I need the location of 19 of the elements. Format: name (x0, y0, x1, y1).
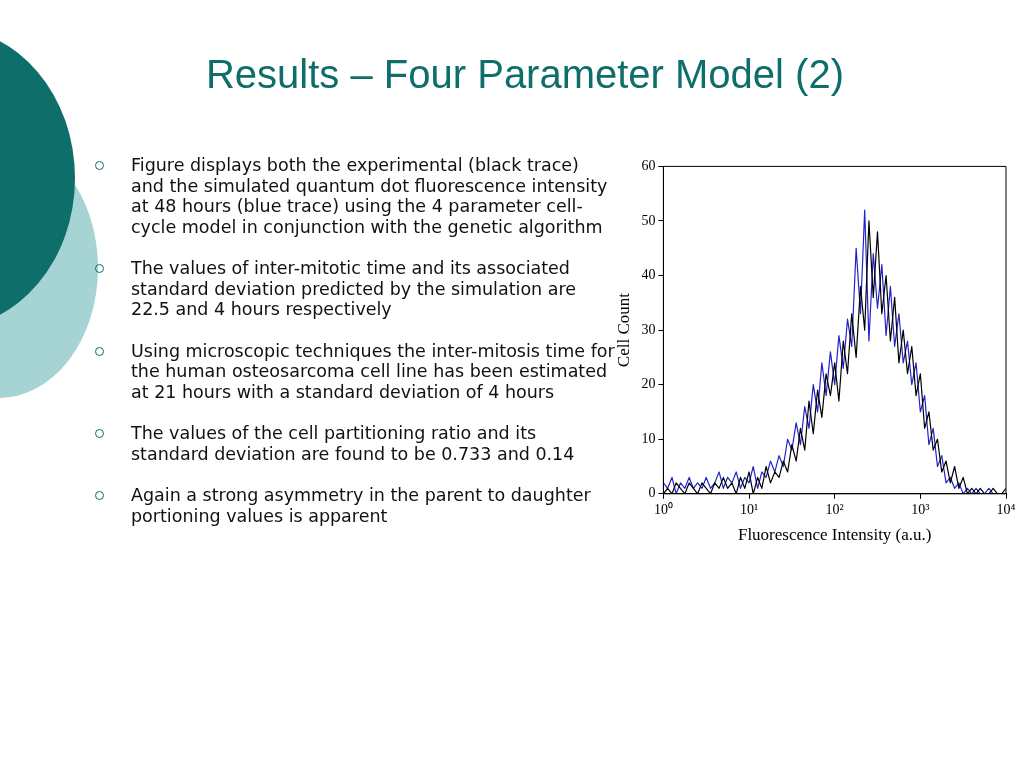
y-tick-label: 60 (641, 158, 656, 174)
y-tick-label: 40 (641, 267, 656, 283)
y-tick-label: 20 (641, 376, 656, 392)
y-tick-label: 30 (641, 321, 656, 337)
text: The values of inter-mitotic time and its associated standard deviation predicted by the simulation are 22.5 and 4 hours respectively (131, 258, 577, 319)
chart-title: Results – Four Parameter Model (2) (205, 52, 845, 97)
x-tick-label: 10⁴ (996, 501, 1016, 517)
x-tick-label: 10⁰ (653, 501, 673, 517)
x-tick-label: 10² (825, 501, 844, 517)
y-tick-label: 0 (648, 485, 656, 501)
text: Using microscopic techniques the inter-mitosis time for the human osteosarcoma cell line has been estimated at 21 hours with a standard deviation of 4 hours (131, 340, 615, 402)
text: The values of the cell partitioning ratio and its standard deviation are found to be 0.733 and 0.14 (131, 423, 575, 464)
y-tick-label: 50 (641, 212, 656, 228)
x-tick-label: 10¹ (739, 501, 759, 517)
x-tick-label: 10³ (911, 501, 930, 517)
x-axis-title: Fluorescence Intensity (a.u.) (737, 525, 932, 545)
text: Figure displays both the experimental (black trace) and the simulated quantum dot fluorescence intensity at 48 hours (blue trace) using the 4 parameter cell-cycle model in conjunction with the genetic algorithm (131, 155, 608, 237)
text: Again a strong asymmetry in the parent to daughter portioning values is apparent (131, 485, 591, 526)
y-tick-label: 10 (641, 430, 656, 446)
